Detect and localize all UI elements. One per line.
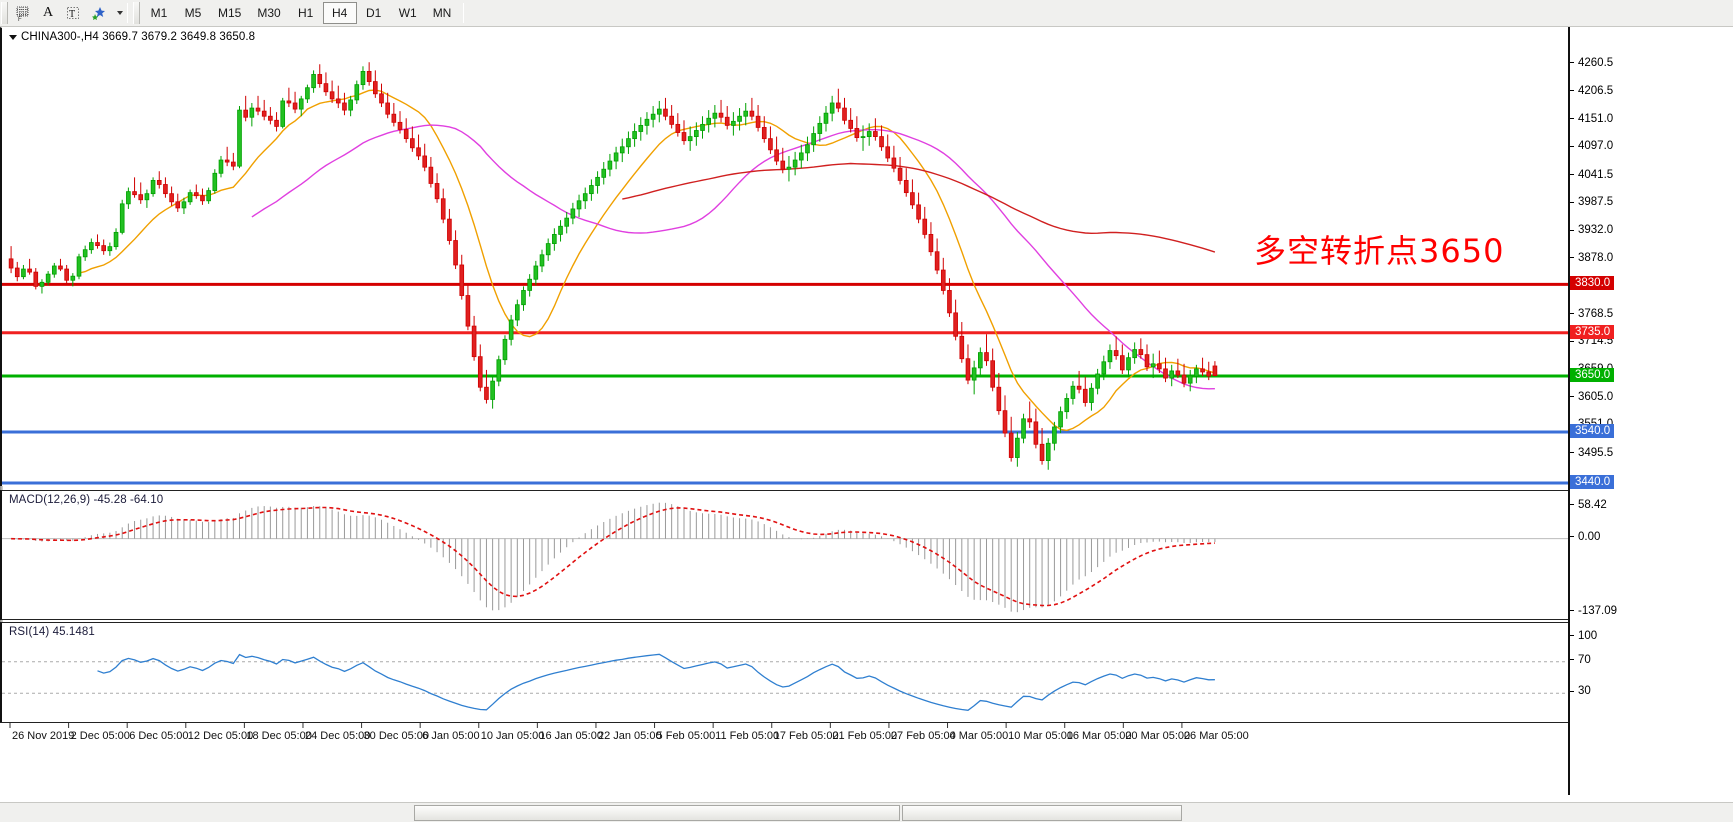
- time-axis-label: 17 Feb 05:00: [773, 730, 839, 742]
- time-axis-label: 2 Dec 05:00: [70, 730, 130, 742]
- timeframe-w1[interactable]: W1: [398, 6, 417, 20]
- time-axis[interactable]: 26 Nov 2019 2 Dec 05:00 6 Dec 05:00 12 Dec …: [0, 722, 1733, 750]
- timeframe-d1[interactable]: D1: [366, 6, 382, 20]
- price-level-badge-resistance[interactable]: 3830.0: [1570, 276, 1615, 291]
- time-axis-label: 21 Feb 05:00: [832, 730, 898, 742]
- macd-tick-label: 0.00: [1570, 531, 1600, 543]
- time-axis-label: 6 Jan 05:00: [422, 730, 480, 742]
- price-tick-label: 3495.5: [1570, 447, 1613, 459]
- text-label-icon[interactable]: A: [42, 5, 54, 20]
- price-tick-label: 4097.0: [1570, 140, 1613, 152]
- chart-area[interactable]: CHINA300-,H4 3669.7 3679.2 3649.8 3650.8…: [0, 27, 1733, 822]
- horizontal-scrollbar[interactable]: [0, 802, 1733, 822]
- time-axis-label: 24 Dec 05:00: [304, 730, 371, 742]
- price-tick-label: 4041.5: [1570, 169, 1613, 181]
- time-axis-label: 18 Dec 05:00: [246, 730, 312, 742]
- crosshair-icon[interactable]: F: [10, 2, 36, 24]
- timeframe-h4[interactable]: H4: [322, 2, 357, 24]
- timeframe-mn[interactable]: MN: [432, 6, 452, 20]
- macd-tick-label: -137.09: [1570, 605, 1617, 617]
- rsi-tick-label: 100: [1570, 630, 1597, 642]
- text-object-icon[interactable]: T: [60, 2, 86, 24]
- price-level-badge-resistance[interactable]: 3735.0: [1570, 324, 1615, 339]
- time-axis-label: 11 Feb 05:00: [715, 730, 780, 742]
- timeframe-m15[interactable]: M15: [218, 6, 242, 20]
- svg-text:F: F: [18, 17, 22, 21]
- time-axis-label: 16 Mar 05:00: [1066, 730, 1132, 742]
- toolbar-separator-2: [463, 3, 465, 23]
- rsi-label: RSI(14) 45.1481: [9, 626, 95, 638]
- time-axis-label: 4 Mar 05:00: [949, 730, 1009, 742]
- rsi-tick-label: 70: [1570, 654, 1591, 666]
- scrollbar-thumb-secondary[interactable]: [902, 805, 1182, 821]
- timeframe-grip[interactable]: [133, 2, 140, 24]
- time-axis-label: 26 Nov 2019: [12, 730, 75, 742]
- time-axis-label: 5 Feb 05:00: [656, 730, 716, 742]
- price-axis[interactable]: 4260.5 4206.5 4151.0 4097.0 4041.5 3987.5 3932…: [1568, 27, 1733, 795]
- svg-text:T: T: [69, 9, 75, 20]
- rsi-tick-label: 30: [1570, 685, 1591, 697]
- toolbar-grip[interactable]: [1, 2, 8, 24]
- rsi-pane[interactable]: RSI(14) 45.1481: [0, 622, 1733, 722]
- toolbar-separator: [127, 3, 128, 23]
- scrollbar-thumb[interactable]: [414, 805, 900, 821]
- time-axis-label: 27 Feb 05:00: [890, 730, 956, 742]
- objects-dropdown-caret-icon[interactable]: [117, 11, 123, 15]
- time-axis-label: 10 Jan 05:00: [480, 730, 545, 742]
- macd-chart-canvas[interactable]: [2, 491, 1568, 619]
- macd-tick-label: 58.42: [1570, 499, 1607, 511]
- symbol-collapse-caret-icon[interactable]: [9, 34, 17, 40]
- time-axis-label: 22 Jan 05:00: [597, 730, 662, 742]
- timeframe-m1[interactable]: M1: [150, 6, 168, 20]
- time-axis-label: 12 Dec 05:00: [187, 730, 254, 742]
- price-chart-canvas[interactable]: [2, 28, 1568, 486]
- price-tick-label: 4260.5: [1570, 57, 1613, 69]
- time-axis-label: 16 Jan 05:00: [539, 730, 603, 742]
- rsi-chart-canvas[interactable]: [2, 623, 1568, 722]
- price-level-badge-support[interactable]: 3440.0: [1570, 475, 1615, 489]
- timeframe-h1[interactable]: H1: [298, 6, 314, 20]
- price-tick-label: 3768.5: [1570, 308, 1613, 320]
- price-level-badge-pivot[interactable]: 3650.0: [1570, 368, 1615, 383]
- price-tick-label: 3987.5: [1570, 196, 1613, 208]
- time-axis-label: 10 Mar 05:00: [1008, 730, 1073, 742]
- time-axis-label: 26 Mar 05:00: [1183, 730, 1249, 742]
- timeframe-m5[interactable]: M5: [184, 6, 202, 20]
- price-tick-label: 4206.5: [1570, 85, 1613, 97]
- chart-toolbar: F A T M1 M5 M15 M30 H1 H4 D1 W1 M: [0, 0, 1733, 27]
- symbol-ohlc-label: CHINA300-,H4 3669.7 3679.2 3649.8 3650.8: [21, 31, 256, 43]
- price-tick-label: 3932.0: [1570, 224, 1613, 236]
- chart-annotation-text: 多空转折点3650: [1254, 232, 1505, 270]
- objects-icon[interactable]: [86, 2, 114, 24]
- price-pane[interactable]: CHINA300-,H4 3669.7 3679.2 3649.8 3650.8…: [0, 27, 1733, 486]
- time-axis-label: 20 Mar 05:00: [1125, 730, 1191, 742]
- time-axis-label: 6 Dec 05:00: [129, 730, 189, 742]
- price-tick-label: 4151.0: [1570, 113, 1613, 125]
- price-tick-label: 3878.0: [1570, 252, 1613, 264]
- macd-label: MACD(12,26,9) -45.28 -64.10: [9, 494, 164, 506]
- macd-pane[interactable]: MACD(12,26,9) -45.28 -64.10: [0, 490, 1733, 620]
- timeframe-m30[interactable]: M30: [257, 6, 281, 20]
- price-level-badge-support[interactable]: 3540.0: [1570, 424, 1615, 439]
- time-axis-label: 30 Dec 05:00: [363, 730, 429, 742]
- price-tick-label: 3605.0: [1570, 391, 1613, 403]
